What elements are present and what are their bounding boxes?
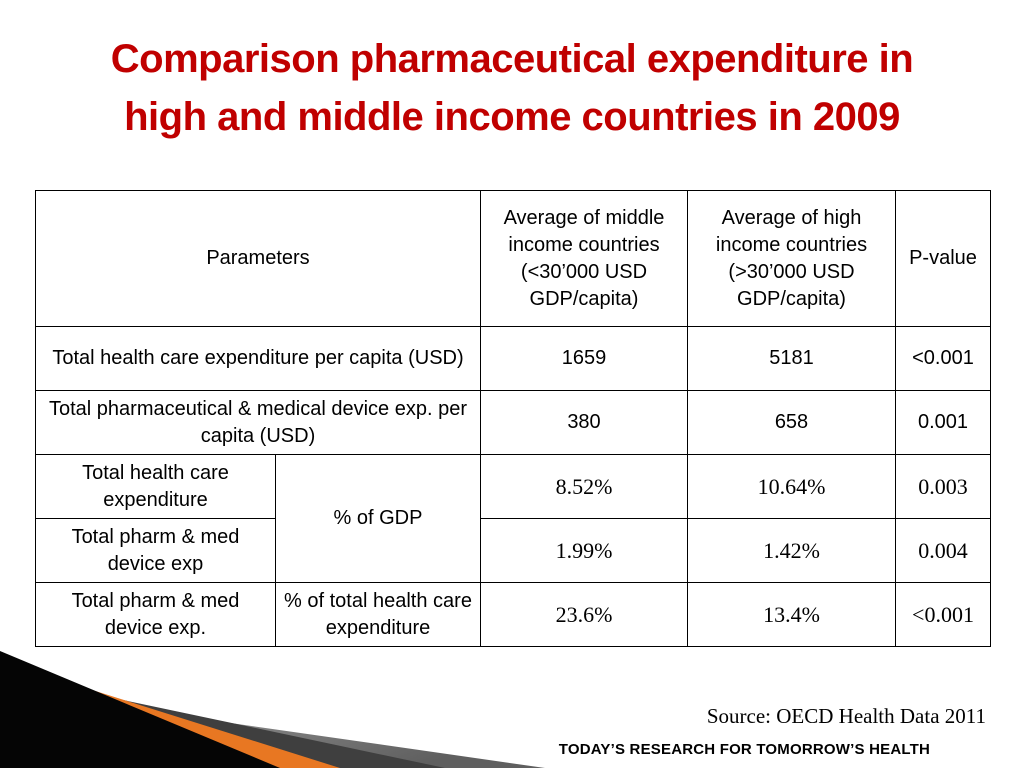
footer-tagline: TODAY’S RESEARCH FOR TOMORROW’S HEALTH — [558, 741, 930, 758]
value-p: 0.003 — [895, 454, 991, 519]
value-high-income: 10.64% — [687, 454, 896, 519]
table-row: Total pharm & med device exp. % of total… — [35, 582, 991, 647]
value-p: <0.001 — [895, 326, 991, 391]
value-middle-income: 1.99% — [480, 518, 688, 583]
param-cell: Total pharm & med device exp — [35, 518, 276, 583]
header-middle-income: Average of middle income countries (<30’… — [480, 190, 688, 327]
value-high-income: 13.4% — [687, 582, 896, 647]
param-cell: Total pharm & med device exp. — [35, 582, 276, 647]
value-p: 0.001 — [895, 390, 991, 455]
param-cell: Total pharmaceutical & medical device ex… — [35, 390, 481, 455]
value-high-income: 658 — [687, 390, 896, 455]
table-row: Total health care expenditure per capita… — [35, 326, 991, 391]
measure-cell-total-health: % of total health care expenditure — [275, 582, 481, 647]
light-gray-stripe — [0, 690, 545, 768]
orange-stripe — [0, 661, 340, 768]
value-middle-income: 380 — [480, 390, 688, 455]
value-p: 0.004 — [895, 518, 991, 583]
value-high-income: 1.42% — [687, 518, 896, 583]
header-parameters: Parameters — [35, 190, 481, 327]
table-row: Total pharmaceutical & medical device ex… — [35, 390, 991, 455]
value-middle-income: 1659 — [480, 326, 688, 391]
header-high-income: Average of high income countries (>30’00… — [687, 190, 896, 327]
table-row: Total pharm & med device exp 1.99% 1.42%… — [35, 518, 991, 583]
measure-cell-gdp: % of GDP — [275, 454, 481, 583]
comparison-table: Parameters Average of middle income coun… — [35, 190, 991, 647]
table-row: Total health care expenditure % of GDP 8… — [35, 454, 991, 583]
slide-title: Comparison pharmaceutical expenditure in… — [0, 30, 1024, 146]
param-cell: Total health care expenditure per capita… — [35, 326, 481, 391]
param-cell: Total health care expenditure — [35, 454, 276, 519]
table-header-row: Parameters Average of middle income coun… — [35, 190, 991, 327]
corner-stripes-decoration — [0, 651, 545, 768]
value-middle-income: 8.52% — [480, 454, 688, 519]
value-high-income: 5181 — [687, 326, 896, 391]
header-p-value: P-value — [895, 190, 991, 327]
value-p: <0.001 — [895, 582, 991, 647]
dark-gray-stripe — [0, 674, 445, 768]
black-stripe — [0, 651, 280, 768]
slide-title-line-1: Comparison pharmaceutical expenditure in — [110, 37, 914, 81]
source-text: Source: OECD Health Data 2011 — [706, 704, 986, 728]
value-middle-income: 23.6% — [480, 582, 688, 647]
slide-title-line-2: high and middle income countries in 2009 — [124, 95, 900, 139]
